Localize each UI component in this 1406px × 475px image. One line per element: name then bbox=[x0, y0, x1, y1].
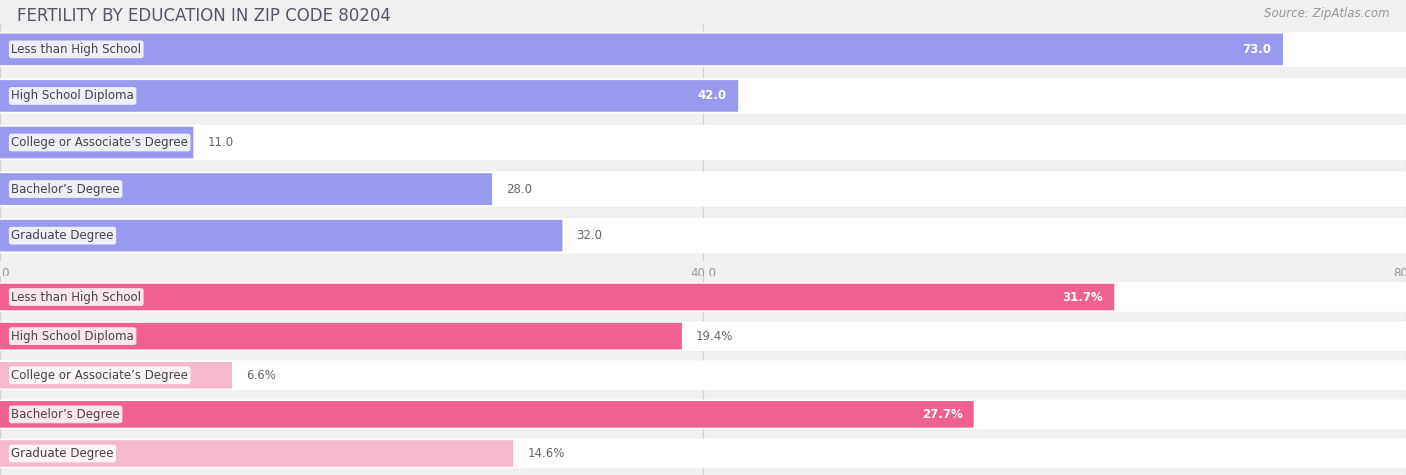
FancyBboxPatch shape bbox=[0, 32, 1406, 67]
FancyBboxPatch shape bbox=[0, 220, 562, 251]
FancyBboxPatch shape bbox=[0, 171, 1406, 207]
FancyBboxPatch shape bbox=[0, 401, 973, 428]
Text: 11.0: 11.0 bbox=[208, 136, 233, 149]
FancyBboxPatch shape bbox=[0, 323, 682, 350]
Text: Graduate Degree: Graduate Degree bbox=[11, 229, 114, 242]
FancyBboxPatch shape bbox=[0, 125, 1406, 160]
Text: Source: ZipAtlas.com: Source: ZipAtlas.com bbox=[1264, 7, 1389, 20]
FancyBboxPatch shape bbox=[0, 284, 1114, 310]
FancyBboxPatch shape bbox=[0, 438, 1406, 468]
FancyBboxPatch shape bbox=[0, 34, 1282, 65]
FancyBboxPatch shape bbox=[0, 440, 513, 467]
Text: 14.6%: 14.6% bbox=[527, 447, 565, 460]
Text: 27.7%: 27.7% bbox=[922, 408, 962, 421]
FancyBboxPatch shape bbox=[0, 78, 1406, 114]
Text: 6.6%: 6.6% bbox=[246, 369, 276, 382]
Text: 73.0: 73.0 bbox=[1243, 43, 1271, 56]
FancyBboxPatch shape bbox=[0, 173, 492, 205]
FancyBboxPatch shape bbox=[0, 218, 1406, 253]
Text: Less than High School: Less than High School bbox=[11, 43, 141, 56]
FancyBboxPatch shape bbox=[0, 321, 1406, 351]
Text: 19.4%: 19.4% bbox=[696, 330, 734, 342]
Text: College or Associate’s Degree: College or Associate’s Degree bbox=[11, 369, 188, 382]
Text: College or Associate’s Degree: College or Associate’s Degree bbox=[11, 136, 188, 149]
Text: High School Diploma: High School Diploma bbox=[11, 89, 134, 103]
Text: Less than High School: Less than High School bbox=[11, 291, 141, 304]
Text: Graduate Degree: Graduate Degree bbox=[11, 447, 114, 460]
Text: 28.0: 28.0 bbox=[506, 182, 531, 196]
Text: High School Diploma: High School Diploma bbox=[11, 330, 134, 342]
Text: Bachelor’s Degree: Bachelor’s Degree bbox=[11, 182, 120, 196]
Text: 42.0: 42.0 bbox=[697, 89, 727, 103]
FancyBboxPatch shape bbox=[0, 362, 232, 389]
Text: Bachelor’s Degree: Bachelor’s Degree bbox=[11, 408, 120, 421]
Text: FERTILITY BY EDUCATION IN ZIP CODE 80204: FERTILITY BY EDUCATION IN ZIP CODE 80204 bbox=[17, 7, 391, 25]
FancyBboxPatch shape bbox=[0, 282, 1406, 312]
Text: 31.7%: 31.7% bbox=[1063, 291, 1102, 304]
FancyBboxPatch shape bbox=[0, 127, 194, 158]
Text: 32.0: 32.0 bbox=[576, 229, 602, 242]
FancyBboxPatch shape bbox=[0, 361, 1406, 390]
FancyBboxPatch shape bbox=[0, 399, 1406, 429]
FancyBboxPatch shape bbox=[0, 80, 738, 112]
